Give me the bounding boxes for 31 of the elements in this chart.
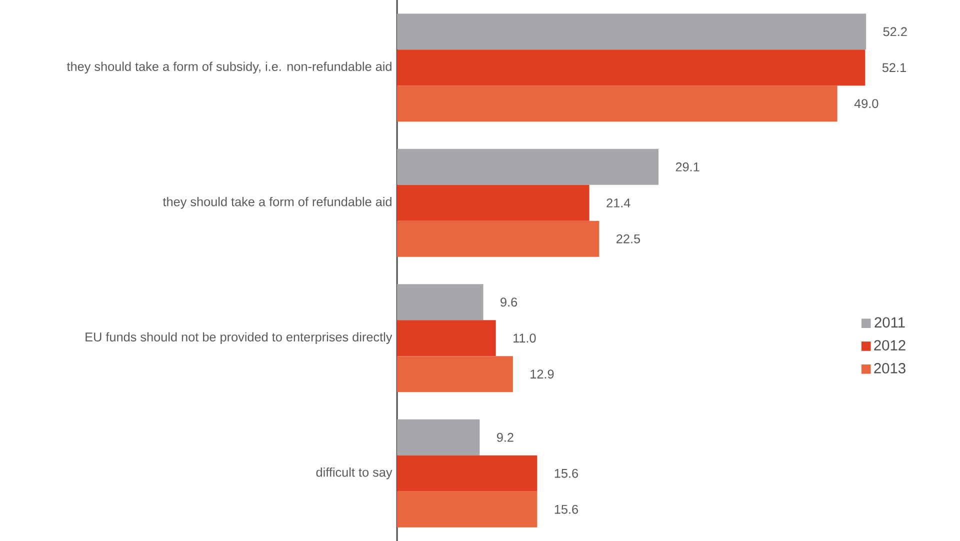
data-label: 15.6 [554, 468, 578, 478]
legend-label: 2012 [874, 340, 906, 350]
bar [397, 14, 866, 50]
data-label: 11.0 [514, 334, 536, 343]
bar [397, 455, 538, 492]
data-label: 12.9 [530, 370, 554, 379]
data-label: 15.6 [554, 504, 578, 514]
data-label: 9.2 [496, 432, 514, 442]
bar [397, 50, 866, 86]
bar [397, 284, 484, 320]
y-tick-label: they should take a form of subsidy, i.e. non-refundable aid [66, 62, 392, 74]
data-label: 21.4 [606, 198, 630, 208]
bar [397, 356, 513, 392]
data-label: 22.5 [616, 234, 640, 244]
y-tick-label: they should take a form of refundable aid [162, 196, 392, 209]
bar [397, 320, 496, 356]
data-label: 9.6 [500, 298, 518, 307]
bar [397, 419, 480, 456]
y-tick-label: difficult to say [316, 467, 392, 480]
data-label: 29.1 [676, 162, 700, 172]
bar [397, 184, 590, 221]
bar [397, 491, 538, 528]
data-label: 52.2 [883, 27, 907, 36]
data-label: 49.0 [854, 99, 878, 108]
data-label: 52.1 [882, 63, 906, 72]
bar [397, 148, 659, 185]
bar [397, 86, 838, 122]
legend-label: 2013 [874, 363, 906, 374]
legend-label: 2011 [874, 317, 905, 328]
bar [397, 220, 600, 257]
y-tick-label: EU funds should not be provided to enterprises directly [86, 332, 392, 344]
